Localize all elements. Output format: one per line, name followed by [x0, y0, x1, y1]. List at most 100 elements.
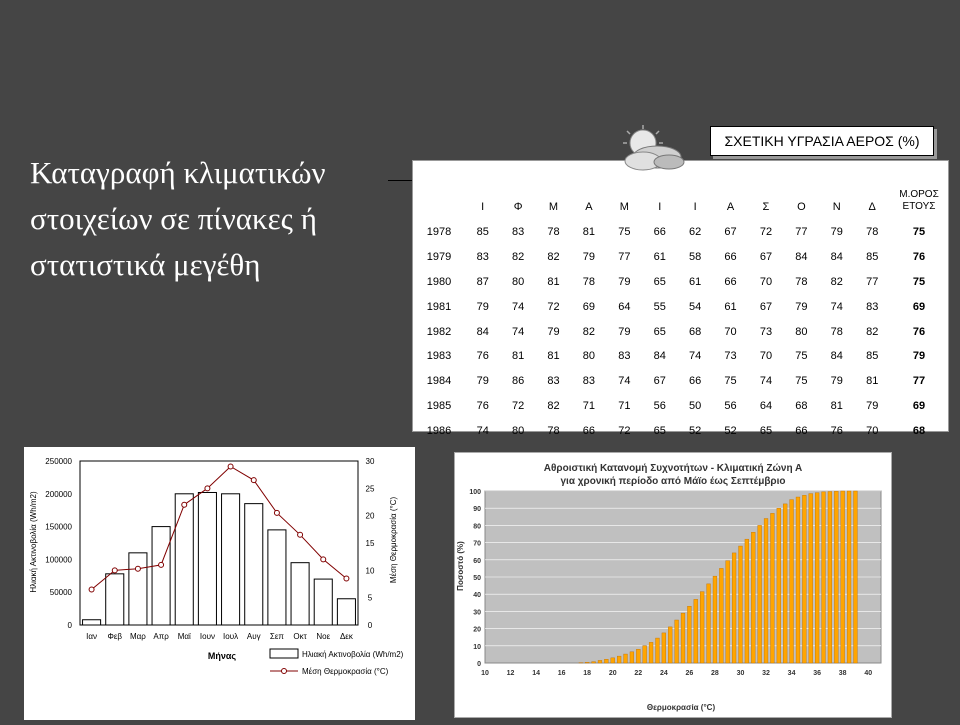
x-tick-label: Αυγ [247, 632, 261, 641]
humidity-value-cell: 65 [642, 270, 677, 295]
humidity-value-cell: 80 [500, 418, 535, 443]
month-header: Ι [465, 161, 500, 220]
slide-title-line-1: Καταγραφή κλιματικών [30, 150, 390, 196]
chart-title-line-1: Αθροιστική Κατανομή Συχνοτήτων - Κλιματι… [544, 463, 802, 474]
humidity-table: Ι Φ Μ Α Μ Ι Ι Α Σ Ο Ν Δ Μ.ΟΡΟΣ ΕΤΟΥΣ 197… [413, 161, 948, 443]
humidity-value-cell: 79 [536, 319, 571, 344]
humidity-value-cell: 77 [854, 270, 890, 295]
y2-tick-label: 5 [368, 594, 373, 603]
x-tick-label: 16 [558, 670, 566, 677]
frequency-bar [604, 659, 608, 663]
x-tick-label: 38 [839, 670, 847, 677]
frequency-bar [834, 491, 838, 663]
x-tick-label: 26 [685, 670, 693, 677]
humidity-value-cell: 81 [500, 344, 535, 369]
humidity-value-cell: 84 [819, 344, 854, 369]
humidity-table-panel: Ι Φ Μ Α Μ Ι Ι Α Σ Ο Ν Δ Μ.ΟΡΟΣ ΕΤΟΥΣ 197… [412, 160, 949, 432]
humidity-value-cell: 82 [500, 245, 535, 270]
radiation-bar [129, 553, 147, 625]
frequency-bar [617, 656, 621, 663]
radiation-bar [291, 563, 309, 625]
year-cell: 1984 [413, 369, 465, 394]
humidity-value-cell: 76 [465, 394, 500, 419]
humidity-value-cell: 75 [713, 369, 748, 394]
radiation-bar [106, 574, 124, 625]
frequency-bar [592, 662, 596, 663]
slide-title-line-2: στοιχείων σε πίνακες ή [30, 196, 390, 242]
temperature-point [344, 576, 349, 581]
x-tick-label: Νοε [316, 632, 330, 641]
frequency-bar [687, 606, 691, 663]
year-cell: 1980 [413, 270, 465, 295]
humidity-value-cell: 74 [607, 369, 642, 394]
frequency-bar [662, 633, 666, 663]
frequency-bar [656, 638, 660, 663]
radiation-bar [337, 599, 355, 625]
humidity-value-cell: 82 [819, 270, 854, 295]
humidity-value-cell: 83 [536, 369, 571, 394]
humidity-value-cell: 74 [500, 294, 535, 319]
humidity-value-cell: 55 [642, 294, 677, 319]
frequency-bar [777, 508, 781, 663]
humidity-value-cell: 84 [784, 245, 819, 270]
radiation-bar [83, 620, 101, 625]
humidity-value-cell: 65 [748, 418, 783, 443]
humidity-value-cell: 61 [642, 245, 677, 270]
y-tick-label: 250000 [45, 457, 72, 466]
humidity-value-cell: 83 [571, 369, 606, 394]
legend-line-marker [282, 669, 287, 674]
frequency-bar [694, 599, 698, 663]
annual-average-header: Μ.ΟΡΟΣ ΕΤΟΥΣ [890, 161, 948, 220]
temperature-point [228, 464, 233, 469]
year-cell: 1986 [413, 418, 465, 443]
frequency-bar [739, 546, 743, 663]
annual-average-header-line-2: ΕΤΟΥΣ [903, 201, 936, 212]
y-tick-label: 100 [469, 489, 481, 496]
temperature-point [321, 557, 326, 562]
temperature-point [205, 486, 210, 491]
humidity-value-cell: 64 [748, 394, 783, 419]
month-header: Φ [500, 161, 535, 220]
humidity-value-cell: 52 [677, 418, 712, 443]
frequency-bar [758, 525, 762, 663]
frequency-bar [611, 658, 615, 663]
annual-average-cell: 75 [890, 270, 948, 295]
humidity-value-cell: 79 [465, 294, 500, 319]
humidity-value-cell: 78 [854, 220, 890, 245]
radiation-bar [245, 504, 263, 625]
humidity-value-cell: 79 [465, 369, 500, 394]
humidity-value-cell: 79 [854, 394, 890, 419]
year-cell: 1979 [413, 245, 465, 270]
x-tick-label: 10 [481, 670, 489, 677]
humidity-value-cell: 70 [854, 418, 890, 443]
frequency-bar [726, 561, 730, 663]
x-tick-label: 14 [532, 670, 540, 677]
frequency-bar [700, 592, 704, 663]
humidity-value-cell: 73 [748, 319, 783, 344]
x-tick-label: 22 [634, 670, 642, 677]
humidity-value-cell: 71 [571, 394, 606, 419]
humidity-value-cell: 83 [500, 220, 535, 245]
temperature-point [298, 532, 303, 537]
humidity-value-cell: 78 [536, 418, 571, 443]
radiation-bar [175, 494, 193, 625]
humidity-value-cell: 66 [784, 418, 819, 443]
x-tick-label: 40 [864, 670, 872, 677]
humidity-value-cell: 77 [784, 220, 819, 245]
humidity-value-cell: 82 [854, 319, 890, 344]
radiation-bar [268, 530, 286, 625]
humidity-value-cell: 70 [748, 344, 783, 369]
legend-bar-swatch [270, 649, 298, 658]
humidity-value-cell: 67 [642, 369, 677, 394]
x-tick-label: 36 [813, 670, 821, 677]
x-tick-label: Φεβ [107, 632, 122, 641]
humidity-value-cell: 76 [819, 418, 854, 443]
cumulative-frequency-chart: Αθροιστική Κατανομή Συχνοτήτων - Κλιματι… [454, 452, 892, 718]
humidity-value-cell: 82 [536, 394, 571, 419]
x-tick-label: Σεπ [270, 632, 285, 641]
